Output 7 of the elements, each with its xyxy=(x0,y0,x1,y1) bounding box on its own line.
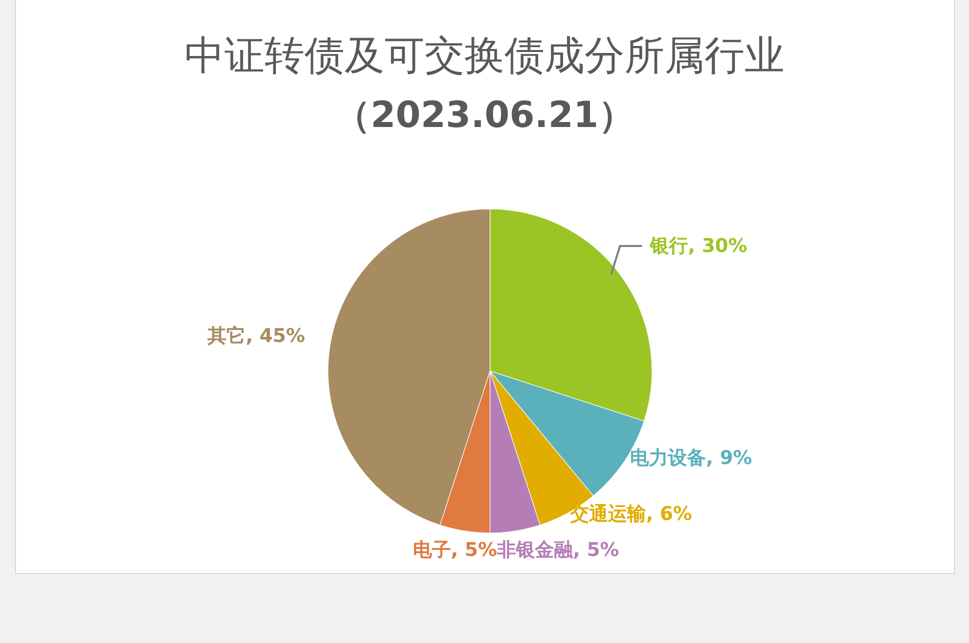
slice-label: 电子, 5% xyxy=(412,539,497,561)
slice-label: 其它, 45% xyxy=(206,325,305,347)
chart-subtitle: （2023.06.21） xyxy=(334,94,636,138)
slice-label: 非银金融, 5% xyxy=(496,539,620,561)
chart-title: 中证转债及可交换债成分所属行业 xyxy=(184,32,786,81)
slice-label: 电力设备, 9% xyxy=(630,447,752,469)
slice-label: 银行, 30% xyxy=(649,235,748,257)
